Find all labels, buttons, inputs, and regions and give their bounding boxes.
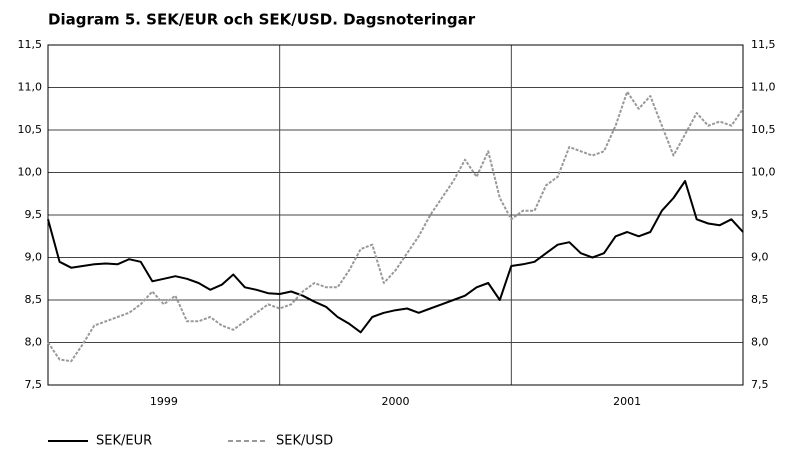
y-tick-label: 11,0 [18, 81, 43, 94]
y2-tick-label: 7,5 [751, 378, 769, 391]
x-tick-label: 2001 [613, 395, 641, 408]
series-line [47, 180, 744, 334]
y2-tick-label: 11,0 [751, 81, 776, 94]
plot-frame [47, 44, 744, 386]
y2-tick-label: 8,0 [751, 336, 769, 349]
y-tick-label: 10,5 [18, 123, 43, 136]
y2-tick-label: 10,0 [751, 166, 776, 179]
y2-tick-label: 11,5 [751, 38, 776, 51]
x-tick-label: 2000 [382, 395, 410, 408]
y2-tick-label: 9,5 [751, 208, 769, 221]
y-tick-label: 8,5 [25, 293, 43, 306]
y2-tick-label: 10,5 [751, 123, 776, 136]
legend-label: SEK/USD [276, 434, 333, 449]
y2-tick-label: 9,0 [751, 251, 769, 264]
y-tick-label: 10,0 [18, 166, 43, 179]
series-line [47, 90, 744, 363]
y-tick-label: 7,5 [25, 378, 43, 391]
y2-tick-label: 8,5 [751, 293, 769, 306]
legend-label: SEK/EUR [96, 434, 152, 449]
y-tick-label: 8,0 [25, 336, 43, 349]
chart-title: Diagram 5. SEK/EUR och SEK/USD. Dagsnote… [48, 11, 476, 29]
y-tick-label: 11,5 [18, 38, 43, 51]
x-tick-label: 1999 [150, 395, 178, 408]
y-tick-label: 9,0 [25, 251, 43, 264]
y-tick-label: 9,5 [25, 208, 43, 221]
